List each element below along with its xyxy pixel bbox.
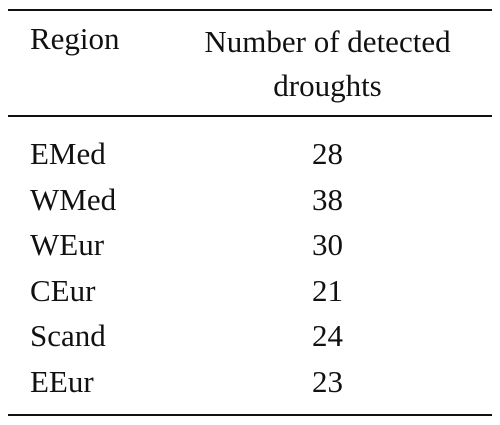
header-cell: Region (30, 21, 120, 56)
count-cell: 38 (312, 181, 343, 217)
region-cell: CEur (30, 272, 96, 308)
region-cell: Scand (30, 318, 106, 353)
mid-rule (8, 115, 492, 117)
top-rule (8, 9, 492, 11)
count-cell: 30 (312, 227, 343, 262)
count-cell: 23 (312, 363, 343, 399)
count-cell: 24 (312, 318, 343, 353)
region-cell: EMed (30, 136, 106, 171)
region-cell: WMed (30, 181, 117, 217)
bottom-rule (8, 414, 492, 416)
region-cell: WEur (30, 227, 105, 262)
header-cell: Number of detected droughts (204, 24, 451, 103)
count-cell: 21 (312, 272, 343, 308)
count-cell: 28 (312, 136, 343, 171)
region-cell: EEur (30, 363, 94, 399)
